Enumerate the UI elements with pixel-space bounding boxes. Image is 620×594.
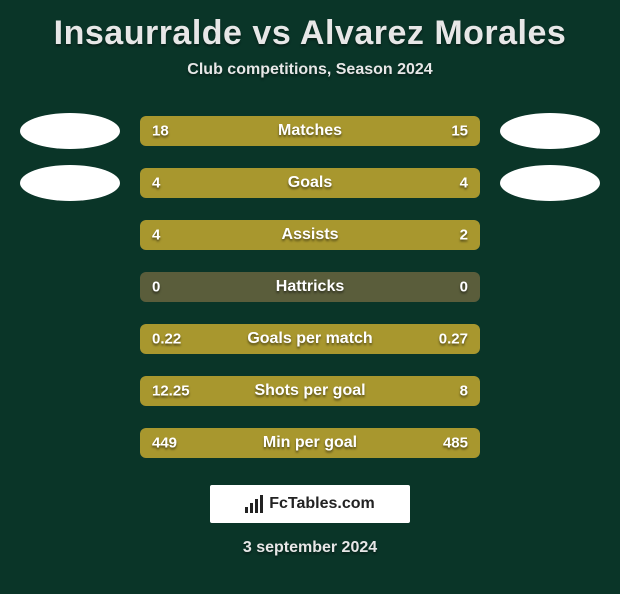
stat-label: Shots per goal [254,382,365,400]
stat-bar: 0 0 Hattricks [140,272,480,302]
stat-bar: 4 4 Goals [140,168,480,198]
stat-label: Assists [282,226,339,244]
stat-row: 449 485 Min per goal [0,425,620,461]
player-left-avatar [20,425,120,461]
fill-right [310,168,480,198]
value-left: 18 [152,123,169,140]
value-left: 12.25 [152,383,190,400]
value-right: 0 [460,279,468,296]
player-right-avatar [500,165,600,201]
stat-row: 0 0 Hattricks [0,269,620,305]
stat-label: Goals per match [247,330,372,348]
value-left: 0 [152,279,160,296]
stat-row: 12.25 8 Shots per goal [0,373,620,409]
branding-text: FcTables.com [269,495,375,513]
value-right: 15 [451,123,468,140]
stat-row: 4 2 Assists [0,217,620,253]
date-text: 3 september 2024 [0,539,620,557]
value-right: 4 [460,175,468,192]
player-left-avatar [20,217,120,253]
stat-label: Matches [278,122,342,140]
value-left: 449 [152,435,177,452]
player-left-avatar [20,165,120,201]
player-right-avatar [500,425,600,461]
stat-row: 0.22 0.27 Goals per match [0,321,620,357]
logo-icon [245,495,263,513]
comparison-chart: 18 15 Matches 4 4 Goals 4 2 Assists 0 0 Hattricks 0.… [0,113,620,461]
player-left-avatar [20,113,120,149]
player-right-avatar [500,321,600,357]
player-right-avatar [500,217,600,253]
value-left: 4 [152,227,160,244]
stat-label: Goals [288,174,332,192]
value-right: 2 [460,227,468,244]
value-right: 485 [443,435,468,452]
stat-row: 4 4 Goals [0,165,620,201]
player-right-avatar [500,269,600,305]
value-right: 0.27 [439,331,468,348]
stat-label: Min per goal [263,434,357,452]
stat-bar: 4 2 Assists [140,220,480,250]
subtitle: Club competitions, Season 2024 [0,61,620,79]
stat-bar: 18 15 Matches [140,116,480,146]
player-right-avatar [500,373,600,409]
value-right: 8 [460,383,468,400]
player-left-avatar [20,321,120,357]
value-left: 4 [152,175,160,192]
stat-bar: 12.25 8 Shots per goal [140,376,480,406]
stat-bar: 449 485 Min per goal [140,428,480,458]
fill-left [140,168,310,198]
player-left-avatar [20,269,120,305]
stat-label: Hattricks [276,278,344,296]
branding-badge: FcTables.com [210,485,410,523]
stat-bar: 0.22 0.27 Goals per match [140,324,480,354]
player-right-avatar [500,113,600,149]
page-title: Insaurralde vs Alvarez Morales [0,14,620,53]
value-left: 0.22 [152,331,181,348]
stat-row: 18 15 Matches [0,113,620,149]
player-left-avatar [20,373,120,409]
